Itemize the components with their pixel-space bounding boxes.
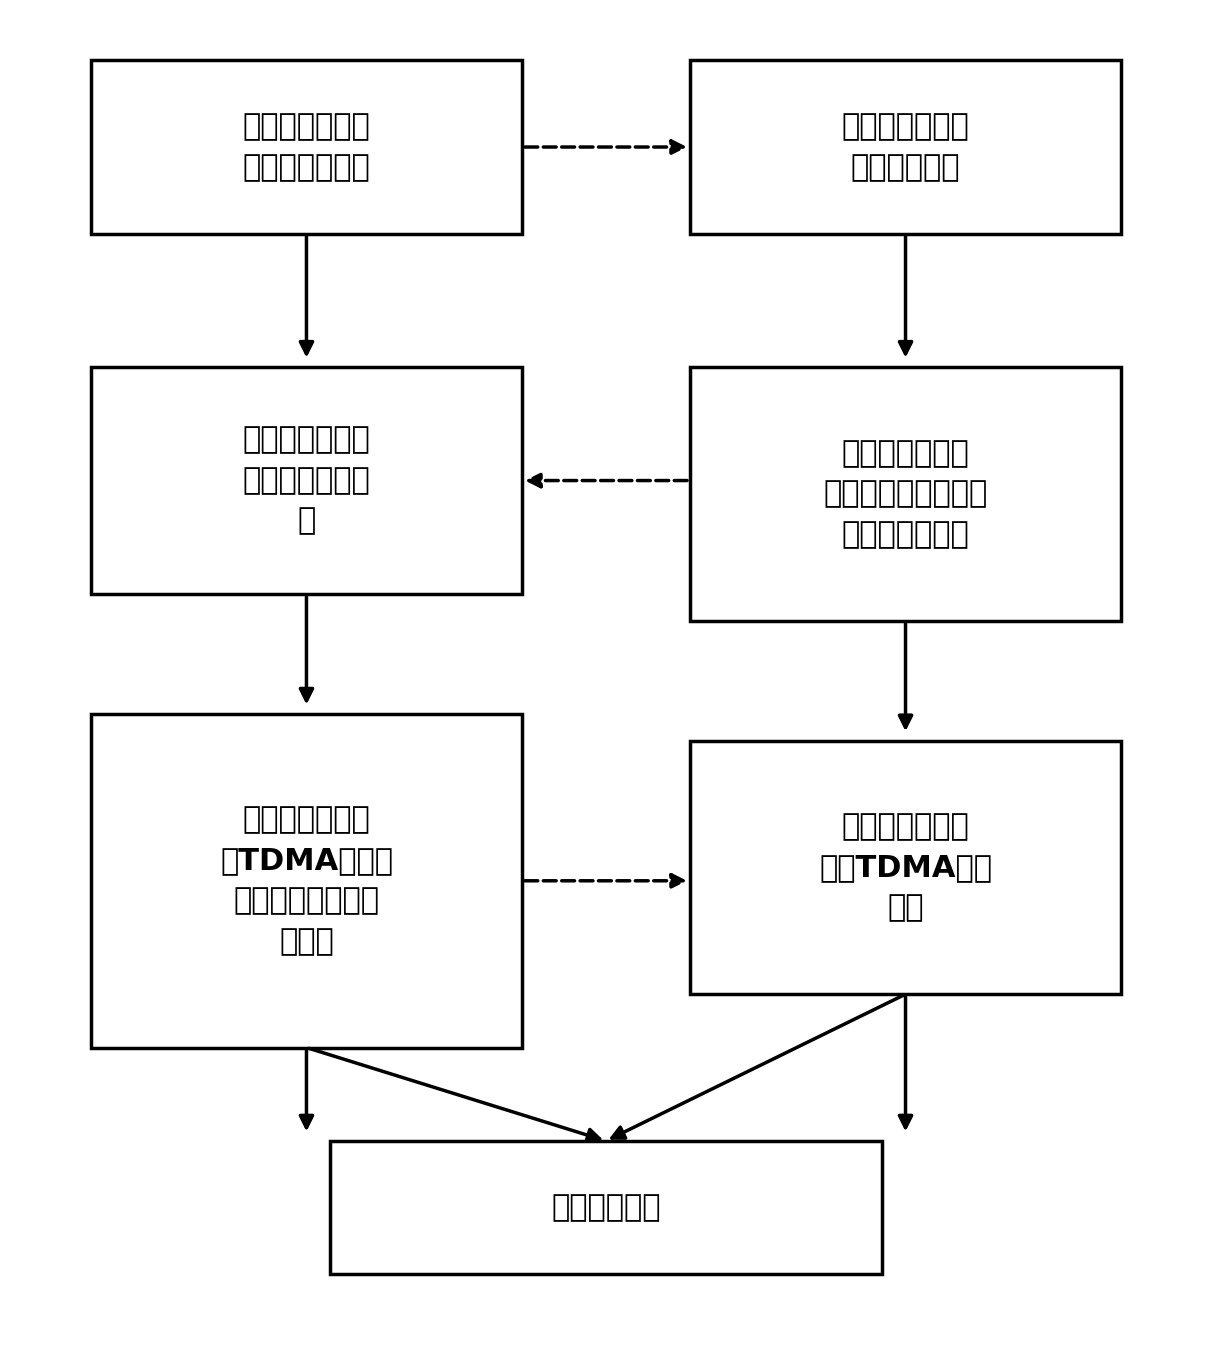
Text: 非簇头节点等待
簇头广播信息: 非簇头节点等待 簇头广播信息 [841, 112, 970, 182]
Bar [91, 714, 522, 1047]
Bar [91, 61, 522, 233]
Text: 非簇头节点等待
簇内TDMA定时
信息: 非簇头节点等待 簇内TDMA定时 信息 [819, 813, 993, 922]
Text: 簇头节点等待非
簇头节点加入信
息: 簇头节点等待非 簇头节点加入信 息 [242, 426, 371, 535]
Bar [690, 740, 1121, 995]
Text: 数据传输阶段: 数据传输阶段 [551, 1193, 661, 1223]
Text: 簇头节点产生一
个TDMA定时信
息，并告知簇内所
有成员: 簇头节点产生一 个TDMA定时信 息，并告知簇内所 有成员 [219, 806, 393, 956]
Bar [91, 367, 522, 594]
Bar [690, 61, 1121, 233]
Text: 非簇头节点向距
离自己最近的簇头发
送加入请求信息: 非簇头节点向距 离自己最近的簇头发 送加入请求信息 [823, 439, 988, 549]
Bar [331, 1140, 881, 1274]
Bar [690, 367, 1121, 620]
Text: 簇头节点广播自
身为簇头的信息: 簇头节点广播自 身为簇头的信息 [242, 112, 371, 182]
